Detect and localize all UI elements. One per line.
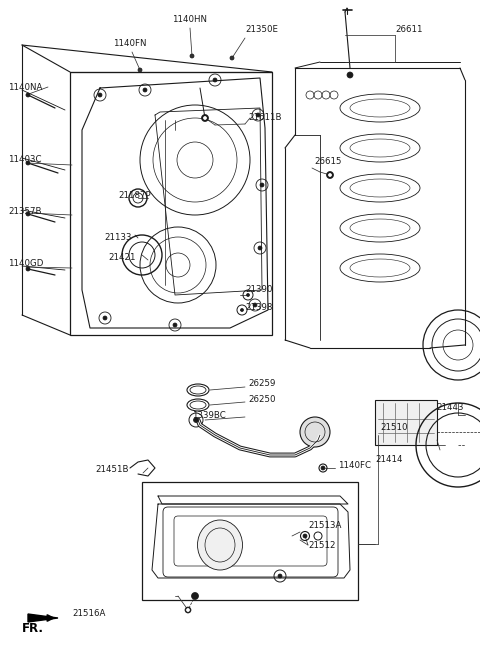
Text: 21421: 21421 (108, 253, 135, 262)
Text: 21357B: 21357B (8, 207, 41, 216)
Text: 21390: 21390 (245, 285, 272, 295)
Circle shape (204, 117, 206, 119)
Circle shape (213, 78, 217, 82)
Text: 21398: 21398 (245, 304, 272, 312)
Circle shape (193, 417, 199, 422)
Text: 21350E: 21350E (245, 26, 278, 35)
Text: 21451B: 21451B (95, 466, 129, 474)
Circle shape (138, 68, 142, 72)
Bar (70, 72, 272, 335)
Circle shape (247, 293, 250, 297)
Circle shape (98, 93, 102, 97)
Circle shape (347, 72, 353, 78)
Circle shape (187, 609, 190, 611)
Circle shape (326, 171, 334, 178)
Text: 1140NA: 1140NA (8, 83, 42, 92)
Circle shape (328, 173, 332, 176)
Circle shape (26, 93, 30, 97)
Text: 21513A: 21513A (308, 522, 341, 531)
Circle shape (300, 417, 330, 447)
Text: 1140FN: 1140FN (113, 39, 147, 49)
Circle shape (173, 323, 177, 327)
Circle shape (26, 212, 30, 216)
Circle shape (26, 161, 30, 165)
Text: 21512: 21512 (308, 541, 336, 550)
Text: 21611B: 21611B (248, 113, 281, 123)
Circle shape (253, 303, 257, 307)
Text: 1140GD: 1140GD (8, 260, 43, 268)
Circle shape (256, 113, 260, 117)
Circle shape (202, 115, 208, 121)
Text: 1140HN: 1140HN (172, 16, 207, 24)
Circle shape (26, 267, 30, 271)
Circle shape (303, 534, 307, 538)
Circle shape (321, 466, 325, 470)
Circle shape (190, 54, 194, 58)
Circle shape (230, 56, 234, 60)
Text: 21510: 21510 (380, 424, 408, 432)
Circle shape (103, 316, 107, 320)
Text: FR.: FR. (22, 621, 44, 634)
Text: 1339BC: 1339BC (192, 411, 226, 419)
Circle shape (143, 88, 147, 92)
Text: 21516A: 21516A (72, 609, 106, 619)
Text: 26250: 26250 (248, 396, 276, 405)
Circle shape (278, 574, 282, 578)
Circle shape (240, 308, 243, 312)
Bar (375, 400, 437, 445)
Text: 21443: 21443 (436, 403, 464, 413)
Ellipse shape (197, 520, 242, 570)
Bar (142, 482, 358, 600)
Text: 26259: 26259 (248, 379, 276, 388)
Circle shape (260, 183, 264, 187)
Text: 21187P: 21187P (118, 190, 151, 199)
Circle shape (185, 607, 191, 613)
Polygon shape (28, 614, 58, 622)
Text: 26615: 26615 (314, 157, 341, 167)
Circle shape (258, 246, 262, 250)
Text: 26611: 26611 (395, 26, 422, 35)
Text: 11403C: 11403C (8, 155, 41, 165)
Text: 21133: 21133 (104, 234, 132, 243)
Text: 1140FC: 1140FC (338, 461, 371, 470)
Circle shape (192, 592, 199, 600)
Text: 21414: 21414 (375, 455, 403, 464)
